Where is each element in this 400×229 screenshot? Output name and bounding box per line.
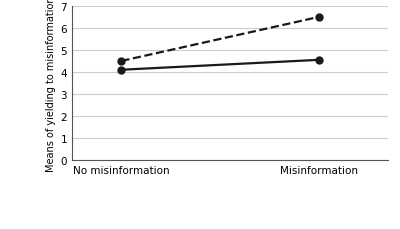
Y-axis label: Means of yielding to misinformation: Means of yielding to misinformation: [46, 0, 56, 171]
